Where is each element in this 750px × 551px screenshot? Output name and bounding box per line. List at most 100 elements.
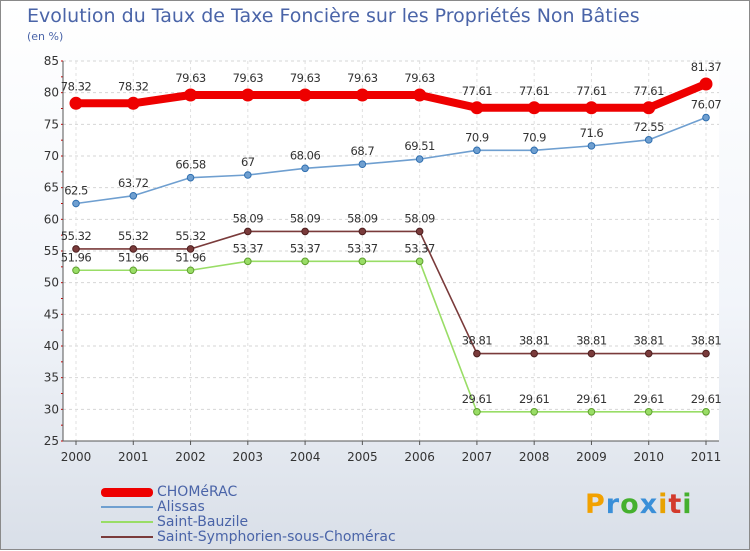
y-tick-label: 75 <box>44 117 59 131</box>
data-label: 38.81 <box>634 334 665 348</box>
data-point <box>587 408 596 416</box>
y-tick-label: 45 <box>44 307 59 321</box>
data-point <box>184 88 198 102</box>
x-tick-label: 2003 <box>233 450 264 464</box>
legend-item: Saint-Bauzile <box>101 515 421 530</box>
data-label: 76.07 <box>691 98 722 112</box>
data-label: 53.37 <box>404 241 435 255</box>
data-point <box>129 245 138 253</box>
logo-letter: r <box>605 489 621 520</box>
data-point <box>358 257 367 266</box>
data-label: 79.63 <box>404 71 435 85</box>
x-tick-label: 2000 <box>61 450 92 464</box>
data-label: 68.7 <box>351 144 375 158</box>
data-point <box>527 101 541 115</box>
data-point <box>244 227 252 236</box>
y-tick-label: 30 <box>44 402 59 416</box>
data-label: 29.61 <box>634 392 665 406</box>
data-point <box>584 101 598 115</box>
y-tick-label: 40 <box>44 339 59 353</box>
data-label: 29.61 <box>462 392 493 406</box>
data-label: 62.5 <box>64 184 88 198</box>
data-label: 67 <box>241 155 255 169</box>
data-point <box>69 96 83 110</box>
data-point <box>473 146 481 155</box>
legend-swatch <box>101 536 153 538</box>
data-point <box>186 266 195 275</box>
x-tick-label: 2004 <box>290 450 321 464</box>
data-point <box>415 257 424 266</box>
data-label: 79.63 <box>175 71 206 85</box>
data-point <box>415 227 424 236</box>
data-point <box>644 136 653 144</box>
data-label: 77.61 <box>519 84 550 98</box>
data-label: 38.81 <box>691 334 722 348</box>
data-point <box>470 101 484 115</box>
x-tick-label: 2007 <box>462 450 493 464</box>
y-tick-label: 80 <box>44 86 59 100</box>
y-tick-label: 55 <box>44 244 59 258</box>
data-point <box>355 88 369 102</box>
data-label: 38.81 <box>462 334 493 348</box>
data-point <box>72 199 80 208</box>
data-label: 81.37 <box>691 60 722 74</box>
logo-letter: i <box>682 489 693 520</box>
legend: CHOMéRAC Alissas Saint-Bauzile Saint-Sympho… <box>101 485 421 545</box>
y-tick-label: 35 <box>44 371 59 385</box>
data-label: 77.61 <box>576 84 607 98</box>
data-point <box>241 88 255 102</box>
data-label: 70.9 <box>522 130 546 144</box>
data-point <box>186 245 195 253</box>
legend-label: Saint-Bauzile <box>157 514 249 530</box>
data-label: 53.37 <box>290 241 321 255</box>
data-point <box>702 113 710 122</box>
x-tick-label: 2009 <box>576 450 607 464</box>
data-label: 38.81 <box>576 334 607 348</box>
data-point <box>530 146 538 155</box>
data-label: 29.61 <box>519 392 550 406</box>
y-tick-label: 70 <box>44 149 59 163</box>
data-point <box>702 349 710 358</box>
data-point <box>642 101 656 115</box>
data-point <box>530 349 538 358</box>
data-label: 68.06 <box>290 148 321 162</box>
data-label: 51.96 <box>175 250 206 264</box>
data-label: 58.09 <box>404 211 435 225</box>
data-point <box>644 349 653 358</box>
series-line-1 <box>75 116 707 205</box>
data-label: 58.09 <box>233 211 264 225</box>
legend-label: Saint-Symphorien-sous-Chomérac <box>157 529 396 545</box>
data-point <box>244 171 252 179</box>
y-tick-label: 50 <box>44 276 59 290</box>
data-point <box>301 257 309 266</box>
series-line-0 <box>72 79 710 112</box>
logo-letter: x <box>639 489 659 520</box>
logo-letter: i <box>658 489 669 520</box>
data-point <box>129 266 138 275</box>
data-label: 66.58 <box>175 158 206 172</box>
data-label: 79.63 <box>290 71 321 85</box>
data-point <box>298 88 312 102</box>
series-line-2 <box>75 260 707 413</box>
legend-swatch <box>101 506 153 508</box>
data-label: 78.32 <box>61 79 92 93</box>
y-tick-label: 65 <box>44 181 59 195</box>
data-point <box>587 142 596 150</box>
legend-item: Alissas <box>101 500 421 515</box>
legend-swatch <box>101 521 153 523</box>
data-point <box>702 408 710 416</box>
data-point <box>473 408 481 416</box>
data-label: 55.32 <box>118 229 149 243</box>
data-point <box>186 173 195 182</box>
data-label: 58.09 <box>347 211 378 225</box>
logo-letter: P <box>585 489 606 520</box>
x-tick-label: 2008 <box>519 450 550 464</box>
data-label: 55.32 <box>175 229 206 243</box>
data-label: 55.32 <box>61 229 92 243</box>
logo-letter: t <box>668 489 683 520</box>
data-label: 51.96 <box>61 250 92 264</box>
data-label: 29.61 <box>576 392 607 406</box>
data-point <box>413 88 427 102</box>
y-tick-label: 85 <box>44 54 59 68</box>
